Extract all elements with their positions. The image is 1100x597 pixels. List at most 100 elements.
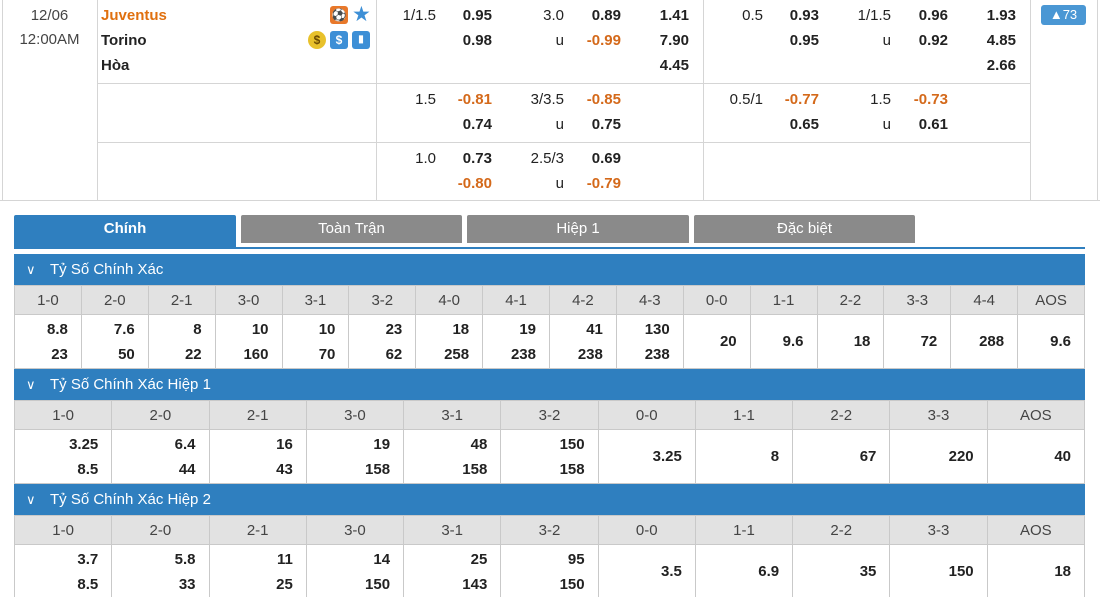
odds-value[interactable]: 158 <box>462 460 488 478</box>
score-odds-cell[interactable]: 41 238 <box>549 314 617 369</box>
odds-value[interactable]: 6.4 <box>174 435 196 453</box>
tab-first-half[interactable]: Hiệp 1 <box>467 215 689 243</box>
score-odds-cell[interactable]: 3.25 8.5 <box>13 429 113 484</box>
odds-value[interactable]: 43 <box>276 460 293 478</box>
odds-value[interactable]: -0.85 <box>586 91 621 108</box>
away-team[interactable]: Torino <box>101 32 147 49</box>
score-odds-cell[interactable]: 23 62 <box>348 314 417 369</box>
odds-value[interactable]: 158 <box>365 460 391 478</box>
odds-value[interactable]: 95 <box>567 550 585 568</box>
score-odds-cell[interactable]: 6.9 <box>694 544 794 597</box>
tab-full-match[interactable]: Toàn Trận <box>241 215 462 243</box>
odds-value[interactable]: 18 <box>452 320 470 338</box>
score-odds-cell[interactable]: 16 43 <box>208 429 307 484</box>
score-odds-cell[interactable]: 18 <box>986 544 1086 597</box>
odds-value[interactable]: 0.92 <box>918 32 948 49</box>
odds-value[interactable]: -0.79 <box>586 175 621 192</box>
odds-value[interactable]: 16 <box>276 435 293 453</box>
score-odds-cell[interactable]: 8.8 23 <box>14 314 82 369</box>
odds-value[interactable]: 4.85 <box>986 32 1016 49</box>
odds-value[interactable]: 5.8 <box>174 550 196 568</box>
odds-value[interactable]: 288 <box>979 333 1005 350</box>
odds-value[interactable]: 143 <box>462 575 488 593</box>
odds-value[interactable]: -0.99 <box>586 32 621 49</box>
score-odds-cell[interactable]: 14 150 <box>305 544 405 597</box>
score-odds-cell[interactable]: 8 <box>694 429 794 484</box>
more-odds-badge[interactable]: ▲73 <box>1041 5 1086 25</box>
score-odds-cell[interactable]: 48 158 <box>403 429 502 484</box>
odds-value[interactable]: 18 <box>853 333 871 350</box>
odds-value[interactable]: -0.73 <box>913 91 948 108</box>
odds-value[interactable]: 62 <box>385 345 403 363</box>
score-odds-cell[interactable]: 10 160 <box>214 314 283 369</box>
score-odds-cell[interactable]: 9.6 <box>1017 314 1085 369</box>
chevron-down-icon[interactable]: ∨ <box>26 262 36 277</box>
odds-value[interactable]: -0.81 <box>457 91 492 108</box>
score-odds-cell[interactable]: 67 <box>792 429 891 484</box>
odds-value[interactable]: 220 <box>948 448 974 465</box>
odds-value[interactable]: 160 <box>243 345 269 363</box>
odds-value[interactable]: 40 <box>1054 448 1071 465</box>
odds-value[interactable]: 72 <box>920 333 938 350</box>
odds-value[interactable]: 0.61 <box>918 116 948 133</box>
odds-value[interactable]: 8.8 <box>47 320 68 338</box>
score-odds-cell[interactable]: 150 <box>889 544 988 597</box>
score-odds-cell[interactable]: 25 143 <box>403 544 502 597</box>
chevron-down-icon[interactable]: ∨ <box>26 492 36 507</box>
score-odds-cell[interactable]: 72 <box>883 314 952 369</box>
score-odds-cell[interactable]: 8 22 <box>147 314 216 369</box>
odds-value[interactable]: 0.65 <box>789 116 819 133</box>
score-odds-cell[interactable]: 3.7 8.5 <box>13 544 113 597</box>
score-odds-cell[interactable]: 18 <box>816 314 885 369</box>
odds-value[interactable]: 8 <box>193 320 202 338</box>
odds-value[interactable]: 18 <box>1054 563 1071 580</box>
star-icon[interactable]: ★ <box>352 3 371 26</box>
odds-value[interactable]: 3.25 <box>69 435 99 453</box>
home-team[interactable]: Juventus <box>101 7 167 24</box>
score-odds-cell[interactable]: 5.8 33 <box>111 544 210 597</box>
odds-value[interactable]: 48 <box>470 435 488 453</box>
odds-value[interactable]: 4.45 <box>659 57 689 74</box>
score-odds-cell[interactable]: 10 70 <box>281 314 350 369</box>
odds-value[interactable]: 1.41 <box>659 7 689 24</box>
score-odds-cell[interactable]: 220 <box>889 429 988 484</box>
score-odds-cell[interactable]: 288 <box>950 314 1019 369</box>
tab-special[interactable]: Đặc biệt <box>694 215 915 243</box>
odds-value[interactable]: 3.25 <box>652 448 682 465</box>
odds-value[interactable]: 158 <box>559 460 585 478</box>
odds-value[interactable]: 238 <box>577 345 603 363</box>
odds-value[interactable]: 150 <box>948 563 974 580</box>
odds-value[interactable]: 2.66 <box>986 57 1016 74</box>
odds-value[interactable]: 0.89 <box>591 7 621 24</box>
odds-value[interactable]: 150 <box>559 435 585 453</box>
odds-value[interactable]: 0.93 <box>789 7 819 24</box>
odds-value[interactable]: 150 <box>559 575 585 593</box>
odds-value[interactable]: 0.74 <box>462 116 492 133</box>
odds-value[interactable]: 130 <box>644 320 670 338</box>
score-odds-cell[interactable]: 19 238 <box>482 314 550 369</box>
score-odds-cell[interactable]: 9.6 <box>749 314 818 369</box>
whistle-icon[interactable]: ⚽ <box>330 6 348 24</box>
odds-value[interactable]: 3.7 <box>77 550 99 568</box>
score-odds-cell[interactable]: 6.4 44 <box>111 429 210 484</box>
coin-icon[interactable]: $ <box>308 31 326 49</box>
score-odds-cell[interactable]: 35 <box>792 544 891 597</box>
odds-value[interactable]: 8.5 <box>77 575 99 593</box>
odds-value[interactable]: 150 <box>365 575 391 593</box>
score-odds-cell[interactable]: 150 158 <box>500 429 599 484</box>
odds-value[interactable]: 0.98 <box>462 32 492 49</box>
odds-value[interactable]: 238 <box>510 345 536 363</box>
odds-value[interactable]: 8.5 <box>77 460 99 478</box>
score-odds-cell[interactable]: 7.6 50 <box>80 314 149 369</box>
odds-value[interactable]: 67 <box>859 448 877 465</box>
score-odds-cell[interactable]: 130 238 <box>615 314 684 369</box>
odds-value[interactable]: 20 <box>719 333 737 350</box>
odds-value[interactable]: 0.69 <box>591 150 621 167</box>
odds-value[interactable]: 25 <box>470 550 488 568</box>
odds-value[interactable]: 10 <box>318 320 336 338</box>
odds-value[interactable]: 70 <box>318 345 336 363</box>
section-header[interactable]: ∨ Tỷ Số Chính Xác Hiệp 2 <box>14 484 1085 515</box>
chevron-down-icon[interactable]: ∨ <box>26 377 36 392</box>
odds-value[interactable]: 238 <box>644 345 670 363</box>
odds-value[interactable]: 11 <box>276 550 293 568</box>
